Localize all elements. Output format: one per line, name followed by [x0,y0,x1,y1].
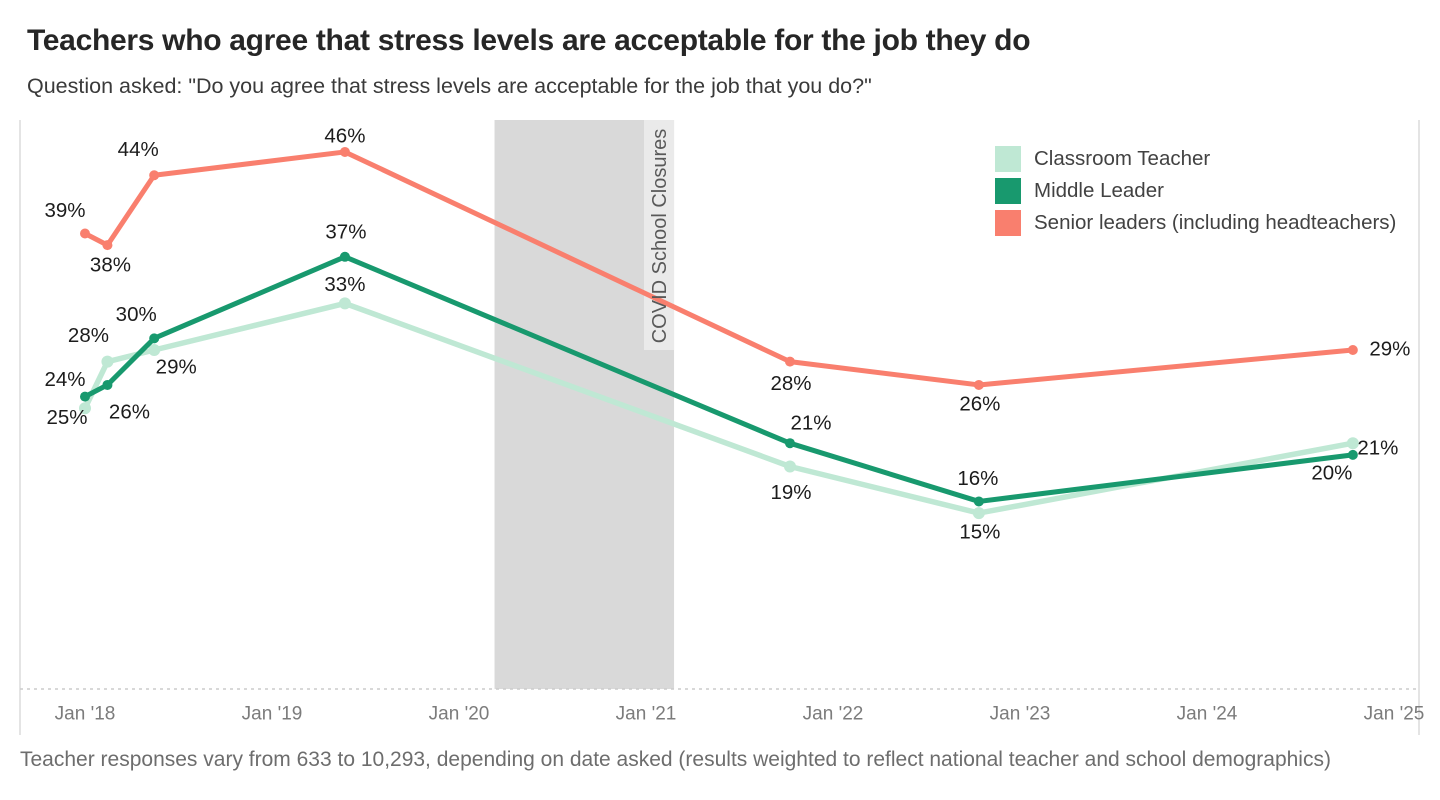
data-point-senior-leaders [784,356,795,367]
data-point-classroom-teacher [101,355,114,368]
data-point-senior-leaders [339,146,350,157]
series-line-middle-leader [82,254,1356,504]
covid-band-label: COVID School Closures [649,129,671,344]
x-tick-label: Jan '24 [1177,704,1238,725]
legend-swatch-icon [995,210,1021,236]
chart-title: Teachers who agree that stress levels ar… [27,24,1031,57]
x-tick-label: Jan '21 [616,704,677,725]
data-label-classroom-teacher: 28% [68,324,109,347]
data-label-classroom-teacher: 24% [44,368,85,391]
data-point-middle-leader [339,251,350,262]
chart-caption: Teacher responses vary from 633 to 10,29… [20,748,1331,771]
data-label-middle-leader: 26% [109,400,150,423]
data-point-senior-leaders [973,379,984,390]
data-label-classroom-teacher: 15% [959,521,1000,544]
legend-swatch-icon [995,146,1021,172]
data-label-middle-leader: 30% [116,303,157,326]
data-label-classroom-teacher: 21% [1357,437,1398,460]
data-point-middle-leader [1347,449,1358,460]
data-label-middle-leader: 16% [957,467,998,490]
data-point-classroom-teacher [972,507,985,520]
data-label-senior-leaders: 28% [770,372,811,395]
data-label-senior-leaders: 26% [959,392,1000,415]
data-point-classroom-teacher [338,297,351,310]
data-point-senior-leaders [149,170,160,181]
data-point-middle-leader [102,379,113,390]
data-label-senior-leaders: 39% [44,199,85,222]
data-label-middle-leader: 20% [1311,461,1352,484]
data-point-classroom-teacher [783,460,796,473]
data-label-senior-leaders: 29% [1369,338,1410,361]
data-point-middle-leader [80,391,90,402]
data-point-middle-leader [149,333,160,344]
data-label-classroom-teacher: 29% [156,356,197,379]
data-label-senior-leaders: 38% [90,254,131,277]
data-point-middle-leader [973,496,984,507]
data-label-middle-leader: 21% [790,412,831,435]
x-tick-label: Jan '20 [429,704,490,725]
x-tick-label: Jan '19 [242,704,303,725]
data-label-senior-leaders: 46% [324,124,365,147]
data-point-classroom-teacher [148,344,161,356]
x-tick-label: Jan '23 [990,704,1051,725]
legend-label: Middle Leader [1034,179,1164,202]
data-point-senior-leaders [80,228,90,239]
data-point-classroom-teacher [1346,437,1359,450]
chart-subtitle: Question asked: "Do you agree that stres… [27,74,872,98]
legend-item-senior-leaders: Senior leaders (including headteachers) [995,210,1396,236]
covid-band-label-strip [644,120,675,350]
data-point-senior-leaders [102,240,113,251]
x-tick-label: Jan '22 [803,704,864,725]
legend-swatch-icon [995,178,1021,204]
legend-label: Classroom Teacher [1034,147,1211,170]
x-tick-label: Jan '25 [1364,704,1425,725]
data-label-classroom-teacher: 33% [324,273,365,296]
data-point-classroom-teacher [79,402,91,415]
chart-legend: Classroom Teacher Middle Leader Senior lea… [995,146,1396,236]
legend-item-middle-leader: Middle Leader [995,178,1396,204]
data-point-middle-leader [784,438,795,449]
data-label-middle-leader: 37% [325,220,366,243]
data-label-senior-leaders: 44% [118,138,159,161]
data-label-classroom-teacher: 19% [770,481,811,504]
legend-label: Senior leaders (including headteachers) [1034,211,1397,234]
legend-item-classroom-teacher: Classroom Teacher [995,146,1396,172]
series-line-classroom-teacher [82,300,1356,516]
x-tick-label: Jan '18 [55,704,116,725]
data-point-senior-leaders [1347,345,1358,355]
data-label-middle-leader: 25% [46,406,87,429]
